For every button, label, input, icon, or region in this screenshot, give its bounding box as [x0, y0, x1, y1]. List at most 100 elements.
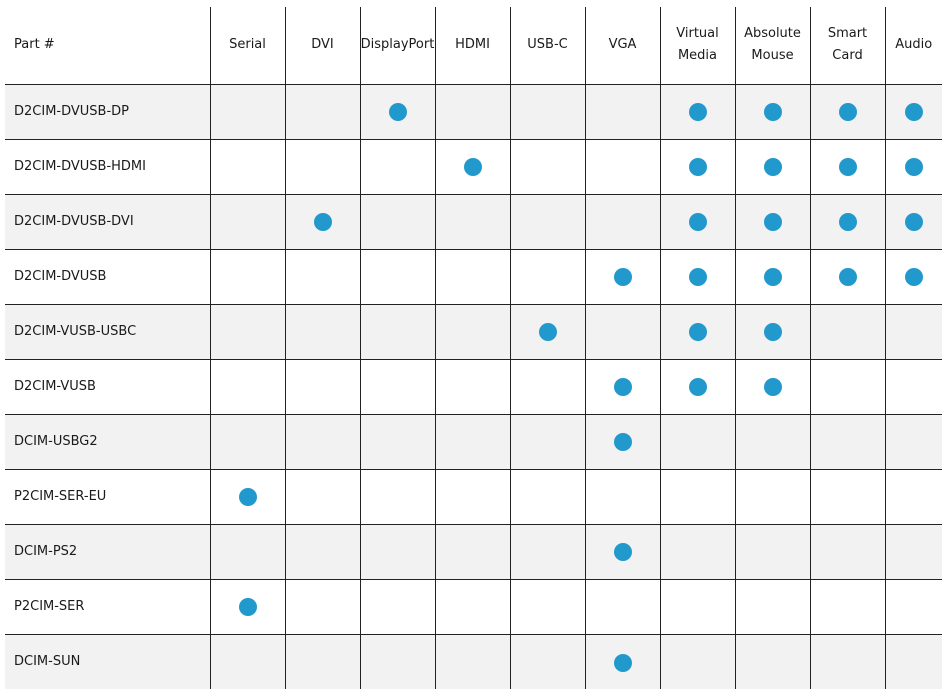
column-header-displayport: DisplayPort — [359, 7, 435, 85]
feature-cell-serial — [209, 194, 285, 250]
supported-dot-icon — [688, 268, 707, 287]
feature-cell-absolute-mouse — [734, 524, 810, 580]
column-header-label: USB-C — [527, 37, 568, 53]
table-row: D2CIM-DVUSB-DP — [5, 84, 942, 140]
part-column-header: Part # — [5, 7, 210, 85]
feature-cell-displayport — [359, 414, 435, 470]
feature-cell-absolute-mouse — [734, 194, 810, 250]
supported-dot-icon — [463, 158, 482, 177]
feature-cell-smart-card — [809, 524, 885, 580]
feature-cell-hdmi — [434, 524, 510, 580]
column-header-label: HDMI — [455, 37, 490, 53]
feature-cell-absolute-mouse — [734, 304, 810, 360]
feature-cell-vga — [584, 634, 660, 689]
feature-cell-hdmi — [434, 469, 510, 525]
column-header-label: Media — [677, 48, 718, 64]
feature-cell-serial — [209, 84, 285, 140]
supported-dot-icon — [613, 378, 632, 397]
column-header-virtual-media: Virtual Media — [659, 7, 735, 85]
supported-dot-icon — [688, 323, 707, 342]
feature-cell-audio — [884, 414, 942, 470]
feature-cell-absolute-mouse — [734, 359, 810, 415]
feature-cell-vga — [584, 249, 660, 305]
feature-cell-smart-card — [809, 304, 885, 360]
feature-cell-hdmi — [434, 579, 510, 635]
feature-cell-hdmi — [434, 414, 510, 470]
table-row: D2CIM-DVUSB — [5, 249, 942, 305]
feature-cell-displayport — [359, 634, 435, 689]
feature-cell-dvi — [284, 469, 360, 525]
supported-dot-icon — [313, 213, 332, 232]
feature-cell-usbc — [509, 249, 585, 305]
feature-cell-serial — [209, 469, 285, 525]
column-header-label: Absolute — [744, 26, 801, 42]
column-header-dvi: DVI — [284, 7, 360, 85]
feature-cell-dvi — [284, 634, 360, 689]
supported-dot-icon — [763, 213, 782, 232]
table-row: D2CIM-VUSB — [5, 359, 942, 415]
feature-cell-displayport — [359, 524, 435, 580]
feature-cell-serial — [209, 414, 285, 470]
feature-cell-audio — [884, 524, 942, 580]
table-header: Part # Serial DVI DisplayPort HDMI USB-C VGA V… — [5, 7, 942, 85]
column-header-label: Mouse — [751, 48, 794, 64]
supported-dot-icon — [838, 268, 857, 287]
part-number-cell: DCIM-PS2 — [5, 524, 210, 580]
feature-cell-audio — [884, 359, 942, 415]
feature-cell-virtual-media — [659, 139, 735, 195]
table-row: DCIM-SUN — [5, 634, 942, 689]
feature-cell-serial — [209, 304, 285, 360]
column-header-label: Smart — [827, 26, 868, 42]
feature-cell-serial — [209, 359, 285, 415]
part-number-cell: D2CIM-DVUSB-DP — [5, 84, 210, 140]
feature-cell-displayport — [359, 469, 435, 525]
feature-cell-audio — [884, 304, 942, 360]
feature-cell-virtual-media — [659, 359, 735, 415]
table-row: D2CIM-DVUSB-HDMI — [5, 139, 942, 195]
feature-cell-virtual-media — [659, 634, 735, 689]
feature-cell-hdmi — [434, 359, 510, 415]
supported-dot-icon — [763, 103, 782, 122]
feature-cell-usbc — [509, 194, 585, 250]
feature-cell-usbc — [509, 579, 585, 635]
supported-dot-icon — [688, 103, 707, 122]
supported-dot-icon — [838, 103, 857, 122]
supported-dot-icon — [838, 158, 857, 177]
feature-cell-dvi — [284, 84, 360, 140]
feature-cell-virtual-media — [659, 469, 735, 525]
feature-cell-absolute-mouse — [734, 634, 810, 689]
feature-cell-vga — [584, 579, 660, 635]
supported-dot-icon — [763, 378, 782, 397]
column-header-vga: VGA — [584, 7, 660, 85]
feature-cell-usbc — [509, 634, 585, 689]
feature-cell-serial — [209, 634, 285, 689]
feature-cell-dvi — [284, 194, 360, 250]
feature-cell-hdmi — [434, 634, 510, 689]
feature-cell-audio — [884, 579, 942, 635]
supported-dot-icon — [688, 213, 707, 232]
feature-cell-virtual-media — [659, 579, 735, 635]
table-row: P2CIM-SER-EU — [5, 469, 942, 525]
supported-dot-icon — [538, 323, 557, 342]
column-header-label: Audio — [895, 37, 933, 53]
feature-cell-displayport — [359, 84, 435, 140]
supported-dot-icon — [904, 268, 923, 287]
feature-cell-usbc — [509, 524, 585, 580]
column-header-label: DisplayPort — [360, 37, 435, 53]
feature-cell-virtual-media — [659, 84, 735, 140]
table-row: DCIM-PS2 — [5, 524, 942, 580]
part-number-cell: D2CIM-VUSB-USBC — [5, 304, 210, 360]
supported-dot-icon — [238, 488, 257, 507]
feature-cell-hdmi — [434, 304, 510, 360]
feature-cell-vga — [584, 84, 660, 140]
supported-dot-icon — [763, 323, 782, 342]
feature-cell-audio — [884, 249, 942, 305]
feature-cell-dvi — [284, 139, 360, 195]
feature-cell-displayport — [359, 139, 435, 195]
feature-cell-serial — [209, 139, 285, 195]
feature-cell-hdmi — [434, 84, 510, 140]
part-number-cell: P2CIM-SER-EU — [5, 469, 210, 525]
feature-cell-audio — [884, 194, 942, 250]
feature-cell-vga — [584, 469, 660, 525]
feature-cell-smart-card — [809, 359, 885, 415]
